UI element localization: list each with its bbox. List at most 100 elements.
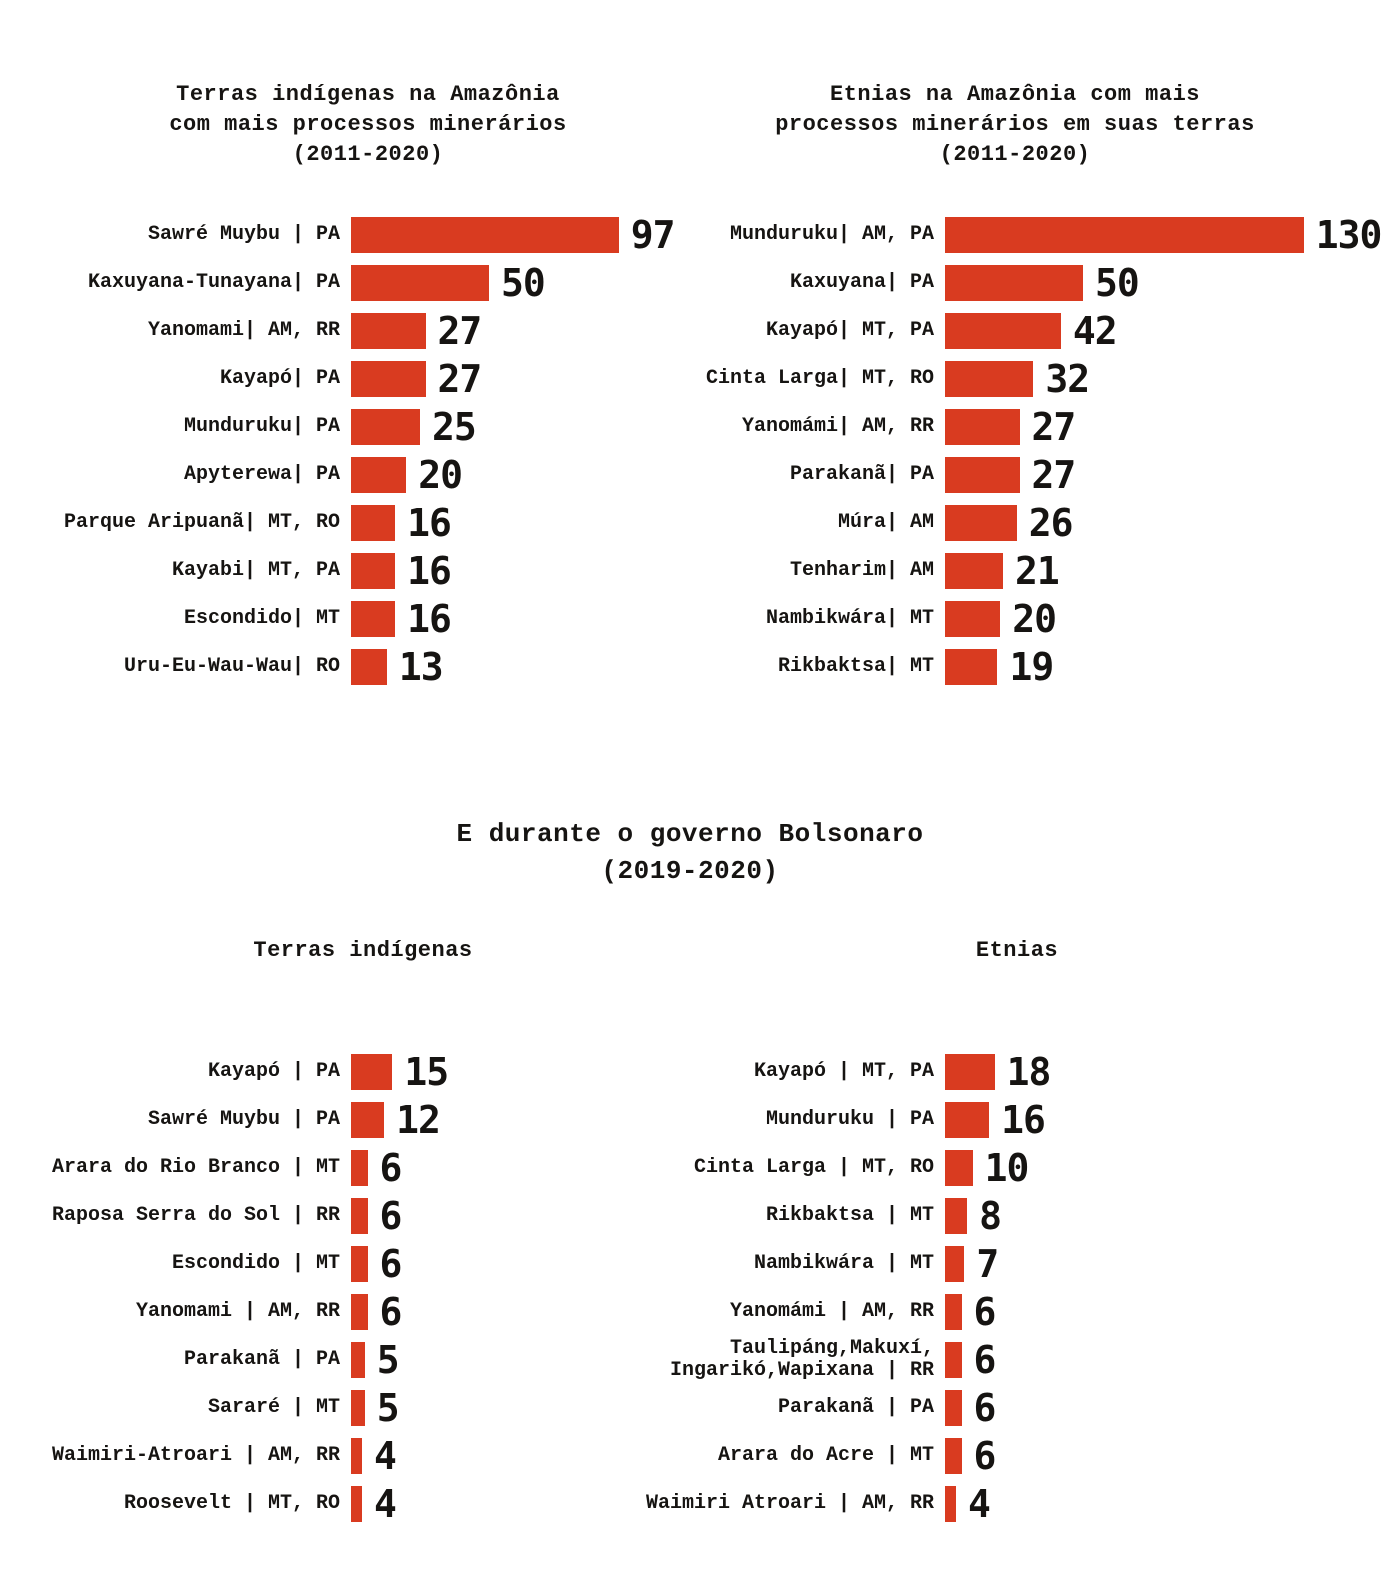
bar	[945, 1342, 962, 1378]
chart-row: Uru-Eu-Wau-Wau| RO 13	[0, 643, 674, 691]
bar-chart-etnias-2011-2020: Munduruku| AM, PA 130 Kaxuyana| PA 50 Kayapó…	[591, 211, 1383, 691]
bar	[351, 1150, 368, 1186]
value-label: 12	[396, 1098, 441, 1142]
bar	[351, 553, 396, 589]
bar	[945, 1150, 973, 1186]
chart-title-bottom-left: Terras indígenas	[253, 938, 473, 963]
value-label: 6	[973, 1338, 997, 1382]
chart-row: Sararé | MT 5	[0, 1384, 448, 1432]
chart-row: Arara do Acre | MT 6	[591, 1432, 1050, 1480]
value-label: 7	[976, 1242, 999, 1286]
category-label: Parakanã | PA	[777, 1396, 934, 1419]
chart-title-top-left: Terras indígenas na Amazônia com mais pr…	[68, 80, 668, 170]
bar	[945, 553, 1003, 589]
category-label: Raposa Serra do Sol | RR	[51, 1204, 340, 1227]
category-label: Arara do Acre | MT	[717, 1444, 934, 1467]
chart-row: Kayapó | MT, PA 18	[591, 1048, 1051, 1096]
category-label: Sararé | MT	[207, 1396, 340, 1419]
category-label: Sawré Muybu | PA	[147, 223, 340, 246]
chart-row: Parakanã | PA 5	[0, 1336, 448, 1384]
value-label: 6	[973, 1290, 997, 1334]
title-line: com mais processos minerários	[169, 112, 567, 137]
value-label: 6	[379, 1242, 403, 1286]
category-label: Munduruku| AM, PA	[729, 223, 934, 246]
bar	[945, 1102, 990, 1138]
title-line: Terras indígenas na Amazônia	[176, 82, 560, 107]
title-line: E durante o governo Bolsonaro	[456, 819, 924, 849]
value-label: 97	[630, 213, 676, 257]
chart-row: Kayapó | PA 15	[0, 1048, 449, 1096]
value-label: 27	[437, 309, 483, 353]
chart-row: Kaxuyana| PA 50	[591, 259, 1381, 307]
bar	[351, 1294, 368, 1330]
category-label: Parque Aripuanã| MT, RO	[63, 511, 340, 534]
bar	[351, 217, 619, 253]
chart-row: Taulipáng,Makuxí, Ingarikó,Wapixana | RR…	[591, 1336, 1050, 1384]
bar	[351, 1102, 385, 1138]
value-label: 5	[376, 1338, 400, 1382]
category-label: Waimiri Atroari | AM, RR	[645, 1492, 934, 1515]
category-label: Múra| AM	[837, 511, 934, 534]
bar	[945, 361, 1034, 397]
value-label: 130	[1315, 213, 1383, 257]
title-line: Etnias na Amazônia com mais	[830, 82, 1200, 107]
value-label: 4	[968, 1482, 991, 1526]
chart-row: Apyterewa| PA 20	[0, 451, 674, 499]
value-label: 27	[1031, 453, 1077, 497]
title-line: (2019-2020)	[601, 856, 779, 886]
chart-row: Parque Aripuanã| MT, RO 16	[0, 499, 674, 547]
value-label: 27	[1031, 405, 1077, 449]
bar	[351, 1390, 365, 1426]
category-label: Arara do Rio Branco | MT	[51, 1156, 340, 1179]
bar	[945, 409, 1020, 445]
bar	[945, 1198, 968, 1234]
bar	[351, 649, 387, 685]
chart-row: Yanomami | AM, RR 6	[0, 1288, 448, 1336]
value-label: 6	[379, 1194, 403, 1238]
bar	[945, 1054, 995, 1090]
value-label: 26	[1028, 501, 1074, 545]
category-label: Yanomámi| AM, RR	[741, 415, 934, 438]
value-label: 16	[407, 501, 452, 545]
value-label: 42	[1072, 309, 1118, 353]
category-label: Munduruku| PA	[183, 415, 340, 438]
category-label: Parakanã | PA	[183, 1348, 340, 1371]
chart-row: Munduruku | PA 16	[591, 1096, 1050, 1144]
category-label: Sawré Muybu | PA	[147, 1108, 340, 1131]
category-label: Uru-Eu-Wau-Wau| RO	[123, 655, 340, 678]
bar	[351, 409, 420, 445]
bar	[945, 313, 1061, 349]
category-label: Munduruku | PA	[765, 1108, 934, 1131]
chart-row: Roosevelt | MT, RO 4	[0, 1480, 448, 1528]
value-label: 21	[1014, 549, 1060, 593]
bar	[351, 1342, 365, 1378]
title-line: (2011-2020)	[939, 142, 1091, 167]
chart-row: Múra| AM 26	[591, 499, 1381, 547]
bar	[351, 361, 426, 397]
bar	[945, 601, 1001, 637]
chart-row: Kayapó| MT, PA 42	[591, 307, 1381, 355]
chart-title-top-right: Etnias na Amazônia com mais processos mi…	[715, 80, 1315, 170]
bar	[945, 1246, 965, 1282]
category-label: Kayapó | PA	[207, 1060, 340, 1083]
value-label: 6	[973, 1434, 997, 1478]
value-label: 20	[1012, 597, 1057, 641]
chart-row: Sawré Muybu | PA 97	[0, 211, 676, 259]
bar	[351, 1246, 368, 1282]
chart-row: Escondido | MT 6	[0, 1240, 448, 1288]
chart-title-bottom-right: Etnias	[975, 938, 1059, 963]
chart-row: Waimiri Atroari | AM, RR 4	[591, 1480, 1050, 1528]
category-label: Nambikwára | MT	[753, 1252, 934, 1275]
value-label: 16	[1001, 1098, 1046, 1142]
category-label: Taulipáng,Makuxí, Ingarikó,Wapixana | RR	[669, 1337, 934, 1382]
bar	[945, 1486, 957, 1522]
bar	[351, 1198, 368, 1234]
category-label: Nambikwára| MT	[765, 607, 934, 630]
value-label: 50	[1095, 261, 1140, 305]
value-label: 6	[379, 1146, 403, 1190]
chart-row: Rikbaktsa | MT 8	[591, 1192, 1050, 1240]
chart-row: Parakanã | PA 6	[591, 1384, 1050, 1432]
category-label: Kayapó| MT, PA	[765, 319, 934, 342]
category-label: Apyterewa| PA	[183, 463, 340, 486]
